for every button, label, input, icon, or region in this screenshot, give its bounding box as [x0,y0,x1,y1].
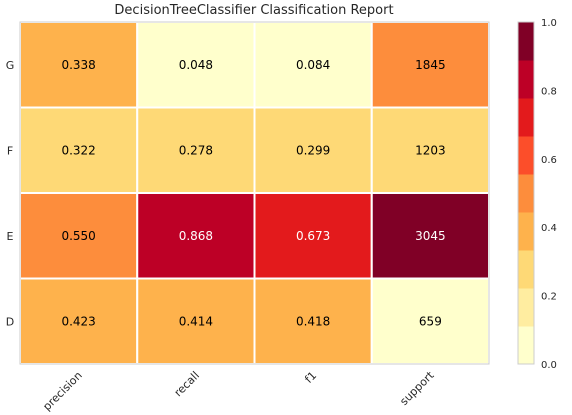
colorbar-tick-label: 0.2 [541,292,557,303]
colorbar-band [518,288,534,327]
axes-frame [19,21,490,365]
column-tick-labels: precision recall f1 support [40,368,437,413]
colorbar-tick-label: 1.0 [541,18,557,29]
cell-value-label: 0.423 [61,314,95,328]
row-tick-label: F [7,144,13,157]
colorbar-tick-label: 0.8 [541,86,557,97]
colorbar-band [518,98,534,137]
column-tick-label: recall [172,369,202,399]
cell-value-label: 0.414 [179,314,213,328]
heatmap-cell [136,21,256,109]
row-tick-labels: G F E D [6,59,15,329]
chart-title: DecisionTreeClassifier Classification Re… [114,3,393,18]
cell-value-label: 0.550 [61,229,95,243]
cell-value-label: 0.322 [61,143,95,157]
heatmap-cell [136,106,256,194]
heatmap-cell [370,106,490,194]
colorbar-band [518,326,534,365]
column-tick-label: precision [40,369,84,413]
colorbar-band [518,60,534,99]
row-tick-label: G [6,59,15,72]
colorbar-frame [517,21,535,365]
cell-value-label: 1845 [415,58,446,72]
colorbar-band [518,136,534,175]
colorbar-tick-label: 0.4 [541,223,557,234]
row-tick-label: D [6,315,14,328]
cell-value-label: 1203 [415,143,446,157]
cell-value-label: 0.338 [61,58,95,72]
colorbar-band [518,174,534,213]
cell-value-label: 659 [419,314,442,328]
row-tick-label: E [7,230,14,243]
cell-value-label: 0.084 [296,58,330,72]
cell-value-label: 0.673 [296,229,330,243]
heatmap-cells: 0.338 0.048 0.084 1845 0.322 0.278 0.299 1203 0.… [19,21,490,365]
colorbar-tick-label: 0.6 [541,155,557,166]
heatmap-cell [136,192,256,280]
column-tick-label: f1 [302,369,319,386]
column-tick-label: support [397,368,437,408]
cell-value-label: 3045 [415,229,446,243]
colorbar-band [518,22,534,61]
cell-value-label: 0.299 [296,143,330,157]
colorbar-band [518,212,534,251]
heatmap-cell [136,277,256,365]
colorbar: 0.0 0.2 0.4 0.6 0.8 1.0 [517,18,557,371]
heatmap-cell [370,192,490,280]
heatmap-cell [370,277,490,365]
cell-value-label: 0.868 [179,229,213,243]
colorbar-band [518,250,534,289]
heatmap-cell [19,21,139,109]
cell-value-label: 0.418 [296,314,330,328]
colorbar-tick-label: 0.0 [541,360,557,371]
cell-value-label: 0.278 [179,143,213,157]
cell-value-label: 0.048 [179,58,213,72]
